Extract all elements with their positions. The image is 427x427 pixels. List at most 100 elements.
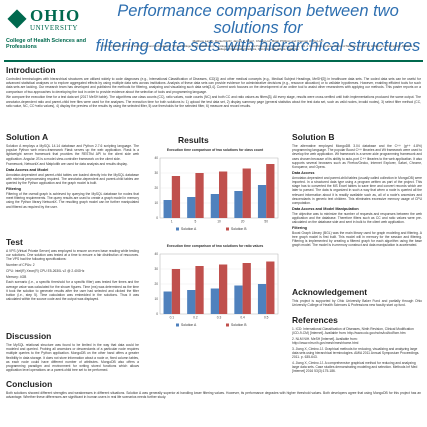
paragraph: 1. ICD: International Classification of …	[292, 327, 414, 336]
bar	[195, 266, 204, 314]
x-tick-label: 10	[217, 220, 221, 224]
y-tick-label: 20	[154, 186, 158, 190]
x-tick-label: 5	[195, 220, 197, 224]
paragraph: Performance comparison between two solut…	[117, 2, 399, 38]
acknowledgement-text: This project is supported by Ohio Univer…	[292, 299, 422, 308]
bar	[187, 290, 196, 314]
bar	[210, 288, 219, 314]
paragraph: The objective was to minimize the number…	[292, 211, 422, 224]
y-tick-label: 0	[156, 312, 158, 316]
paragraph: A VPS (Virtual Private Server) was emplo…	[6, 249, 139, 262]
solution-a-text: Solution A employs a MySQL 14.14 databas…	[6, 144, 139, 210]
x-tick-label: 0.4	[240, 316, 245, 320]
heading: References	[292, 315, 338, 325]
discussion-text: The MySQL relational structure was found…	[6, 343, 139, 373]
y-tick-label: 30	[154, 267, 158, 271]
authors: Matthew Lamb¹, Daniel Dell¹², James J. C…	[192, 39, 324, 43]
paragraph: We compare the execution time for a test…	[6, 95, 421, 108]
legend-swatch	[176, 227, 179, 231]
heading: Test	[6, 237, 23, 247]
paragraph: 4. Jiang X, Cimino JJ. A comprehensive g…	[292, 361, 418, 374]
logo-name: OHIO	[30, 6, 81, 25]
y-tick-label: 30	[154, 171, 158, 175]
paragraph: filtering data sets with hierarchical st…	[95, 36, 421, 55]
legend-label: Solution A	[181, 227, 197, 231]
x-tick-label: 0.1	[170, 316, 175, 320]
bar	[171, 269, 181, 314]
paragraph: The alternative employed MongoDB 3.04 da…	[292, 144, 422, 170]
paragraph: Controlled terminologies with hierarchic…	[6, 77, 421, 94]
legend-swatch	[226, 227, 229, 231]
header-rule	[4, 60, 423, 62]
paragraph: Boost Graph Library (BGL) was the main l…	[292, 230, 422, 248]
legend-label: Solution A	[181, 323, 197, 327]
paragraph: Memory: 4GB	[6, 274, 27, 279]
figure-title: Execution time comparison of two solutio…	[167, 148, 264, 152]
paragraph: CPU: Intel(R) Xeon(R) CPU E5-2630L v2 @ …	[6, 268, 85, 273]
heading: Acknowledgement	[292, 287, 368, 297]
x-tick-label: 20	[241, 220, 245, 224]
x-tick-label: 0.5	[264, 316, 269, 320]
bar	[242, 168, 251, 218]
test-text: A VPS (Virtual Private Server) was emplo…	[6, 249, 139, 303]
legend-label: Solution B	[231, 227, 247, 231]
heading: Solution A	[6, 132, 49, 142]
bar	[187, 197, 196, 218]
y-tick-label: 40	[154, 156, 158, 160]
heading: Solution B	[292, 132, 335, 142]
paragraph: Solution A employs a MySQL 14.14 databas…	[6, 144, 139, 161]
results-figures: Execution time comparison of two solutio…	[154, 148, 279, 327]
subheading: Data Access	[292, 170, 315, 175]
heading: Results	[178, 135, 209, 145]
bar	[242, 263, 251, 314]
x-tick-label: 0.3	[217, 316, 222, 320]
references-list: 1. ICD: International Classification of …	[292, 327, 422, 375]
bar	[163, 291, 172, 314]
bar	[266, 261, 275, 314]
paragraph: Filtering of the overall graph is achiev…	[6, 191, 139, 209]
x-tick-label: 50	[264, 220, 268, 224]
paragraph: 2. NLM NIH. MeSH [Internet]. Available f…	[292, 336, 359, 346]
bar	[195, 173, 204, 218]
bar	[266, 164, 275, 218]
logo-sub: UNIVERSITY	[30, 24, 78, 32]
bar	[257, 185, 267, 218]
bar	[171, 176, 181, 218]
affiliations: 1. Ohio University School of Engineering…	[100, 45, 416, 52]
solution-b-text: The alternative employed MongoDB 3.04 da…	[292, 144, 422, 249]
subheading: Filtering	[6, 187, 21, 192]
bar	[163, 200, 172, 218]
logo-emblem	[7, 9, 27, 29]
figure-title: Execution time comparison of two solutio…	[167, 244, 264, 248]
y-tick-label: 0	[156, 216, 158, 220]
title: Performance comparison between two solut…	[92, 2, 424, 55]
legend-label: Solution B	[231, 323, 247, 327]
logo: OHIO UNIVERSITY College of Health Scienc…	[4, 4, 92, 58]
heading: Conclusion	[6, 379, 53, 389]
subheading: Data Access and Model	[6, 168, 49, 173]
paragraph: Number of CPUs: 2	[6, 263, 35, 268]
bar	[234, 191, 243, 218]
bar	[210, 194, 219, 218]
paragraph: Each scenario (i.e., a specific threshol…	[6, 280, 139, 302]
y-tick-label: 10	[154, 201, 158, 205]
legend-swatch	[176, 323, 179, 327]
y-tick-label: 40	[154, 252, 158, 256]
subheading: Data Access and Model Manipulation	[292, 206, 359, 211]
x-tick-label: 1	[171, 220, 173, 224]
intro-text: Controlled terminologies with hierarchic…	[6, 77, 421, 110]
college: College of Health Sciences and Professio…	[6, 38, 86, 50]
paragraph: 3. Jiang X, Cimino JJ. Graphical methods…	[292, 346, 420, 360]
heading: Discussion	[6, 331, 52, 341]
bar	[257, 284, 267, 314]
x-tick-label: 0.2	[193, 316, 198, 320]
paragraph: Annotator-dependent and parent-child tab…	[292, 175, 422, 205]
legend-swatch	[226, 323, 229, 327]
y-tick-label: 10	[154, 297, 158, 301]
bar	[234, 285, 243, 314]
bar	[219, 264, 228, 314]
bar	[219, 171, 228, 218]
paragraph: Framework, NetworkX and Matplotlib are u…	[6, 162, 128, 167]
subheading: Filtering	[292, 225, 307, 230]
